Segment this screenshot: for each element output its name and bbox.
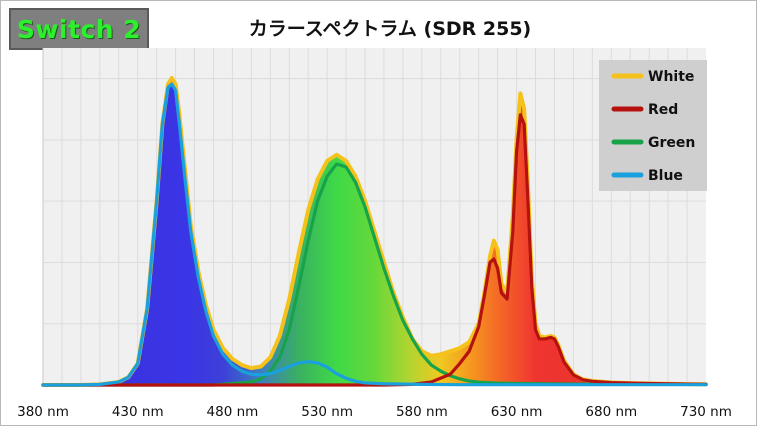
legend-box — [599, 60, 707, 191]
legend-label-blue: Blue — [648, 168, 683, 184]
x-tick-label: 380 nm — [17, 404, 69, 420]
x-tick-label: 530 nm — [301, 404, 353, 420]
device-badge-label: Switch 2 — [16, 14, 142, 44]
x-tick-label: 630 nm — [491, 404, 543, 420]
x-tick-label: 680 nm — [585, 404, 637, 420]
series-line-blue — [41, 82, 708, 387]
legend-label-green: Green — [648, 135, 695, 151]
x-tick-label: 580 nm — [396, 404, 448, 420]
x-tick-label: 730 nm — [680, 404, 732, 420]
legend: White Red Green Blue — [599, 60, 707, 191]
series-line-green — [41, 162, 708, 387]
x-tick-label: 430 nm — [112, 404, 164, 420]
x-tick-labels: 380 nm 430 nm 480 nm 530 nm 580 nm 630 nm 680 … — [17, 404, 732, 420]
device-badge: Switch 2 — [9, 8, 149, 50]
chart-title: カラースペクトラム (SDR 255) — [248, 18, 532, 40]
legend-label-red: Red — [648, 102, 678, 118]
series-line-red — [41, 113, 708, 387]
legend-label-white: White — [648, 69, 694, 85]
x-tick-label: 480 nm — [207, 404, 259, 420]
